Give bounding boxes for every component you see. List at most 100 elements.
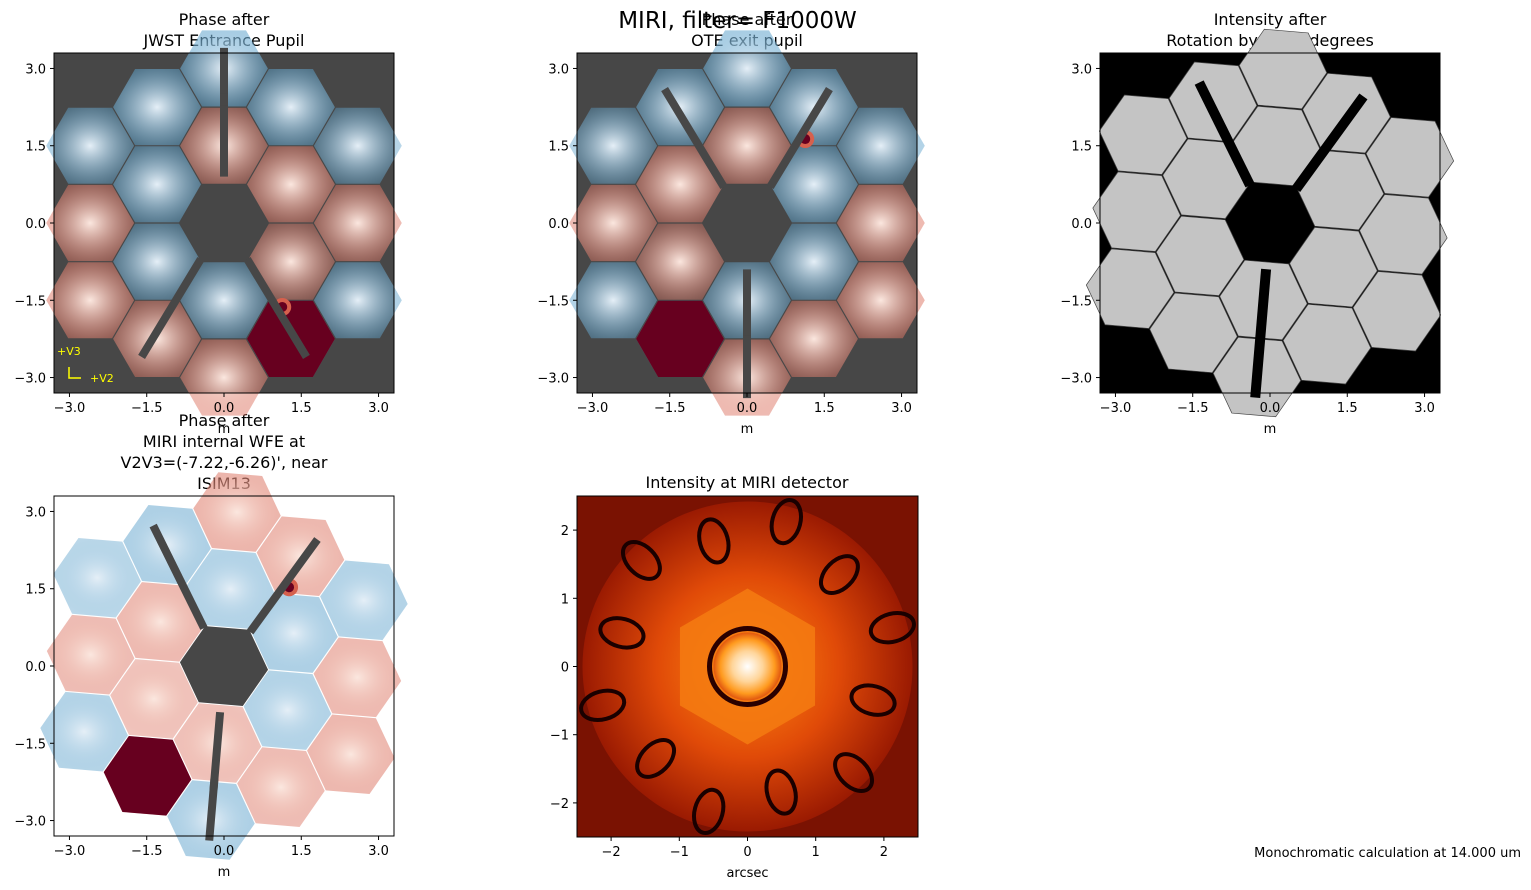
psf-dark-fringe bbox=[849, 683, 897, 717]
strut-left bbox=[149, 523, 208, 630]
v2v3-axes-marker bbox=[68, 367, 81, 379]
footnote: Monochromatic calculation at 14.000 um bbox=[1254, 846, 1521, 861]
psf-dark-fringe bbox=[598, 616, 646, 650]
mirror-segment bbox=[46, 107, 135, 184]
mirror-segment bbox=[113, 223, 201, 300]
x-tick-label: 1.5 bbox=[814, 401, 835, 416]
strut-left bbox=[661, 86, 728, 190]
mirror-segment bbox=[1155, 215, 1245, 297]
wrapped-phase-segment bbox=[636, 300, 724, 377]
central-obscuration bbox=[179, 626, 269, 707]
y-tick-label: −1.5 bbox=[537, 294, 569, 309]
panel2-title-line1: Phase after bbox=[701, 10, 793, 29]
vertical-strut bbox=[205, 711, 225, 841]
mirror-segment bbox=[186, 549, 275, 629]
psf-dark-fringe bbox=[697, 517, 731, 565]
x-tick-label: −3.0 bbox=[54, 401, 86, 416]
mirror-segment bbox=[836, 107, 925, 184]
mirror-segment bbox=[46, 614, 135, 695]
mirror-segment bbox=[46, 184, 135, 262]
y-tick-label: 0.0 bbox=[25, 660, 46, 675]
x-tick-label: −1.5 bbox=[131, 401, 163, 416]
y-tick-label: 3.0 bbox=[1071, 62, 1092, 77]
panel4-miri-wfe-phase: −3.0 −3.0 −1.5 −1.5 0.0 0.0 1.5 1.5 3.0 3.0 m bbox=[14, 472, 408, 880]
strut-right bbox=[246, 537, 321, 635]
mirror-segment bbox=[703, 107, 791, 184]
mirror-segment bbox=[116, 582, 205, 662]
strut-bracket bbox=[743, 335, 751, 348]
mirror-segment bbox=[770, 300, 858, 377]
x-tick-label: −3.0 bbox=[577, 401, 609, 416]
strut-bracket bbox=[1255, 334, 1265, 348]
panel4-title-line2: MIRI internal WFE at bbox=[142, 432, 306, 451]
mirror-segment bbox=[313, 184, 402, 262]
mirror-segment bbox=[1282, 303, 1372, 385]
mirror-segment bbox=[569, 262, 658, 339]
x-tick-label: −1.5 bbox=[654, 401, 686, 416]
x-tick-label: 2 bbox=[880, 845, 888, 860]
mirror-segment bbox=[703, 30, 791, 107]
v2-axis-label: +V2 bbox=[90, 372, 114, 385]
y-tick-label: 3.0 bbox=[25, 505, 46, 520]
mirror-segment bbox=[770, 223, 858, 300]
mirror-segment bbox=[1352, 271, 1442, 352]
mirror-segment bbox=[250, 593, 338, 673]
mirror-segment bbox=[1238, 28, 1328, 110]
x-tick-label: 3.0 bbox=[368, 401, 389, 416]
x-tick-label: 3.0 bbox=[368, 844, 389, 859]
x-axis-label: m bbox=[218, 422, 231, 437]
mirror-segment bbox=[243, 670, 332, 750]
mirror-segment bbox=[1092, 171, 1181, 252]
x-axis-label: m bbox=[741, 422, 754, 437]
mirror-segment bbox=[320, 560, 408, 641]
mirror-segment bbox=[836, 184, 925, 262]
vertical-strut bbox=[1250, 268, 1272, 398]
mirror-segment bbox=[1289, 227, 1378, 308]
panel3-rotated-intensity: −3.0 −3.0 −1.5 −1.5 0.0 0.0 1.5 1.5 3.0 3.0 m bbox=[1060, 28, 1455, 437]
y-tick-label: −3.0 bbox=[14, 372, 46, 387]
y-tick-label: 2 bbox=[561, 524, 569, 539]
y-tick-label: 0.0 bbox=[1071, 217, 1092, 232]
x-tick-label: 0.0 bbox=[737, 401, 758, 416]
panel4-title-line3: V2V3=(-7.22,-6.26)', near bbox=[120, 453, 328, 472]
y-tick-label: 1.5 bbox=[25, 140, 46, 155]
figure-suptitle: MIRI, filter= F1000W bbox=[618, 8, 857, 34]
y-tick-label: 3.0 bbox=[548, 62, 569, 77]
x-tick-label: 1 bbox=[812, 845, 820, 860]
psf-dark-fringe bbox=[868, 611, 916, 645]
psf-dark-fringe bbox=[635, 737, 677, 779]
y-tick-label: 1.5 bbox=[1071, 140, 1092, 155]
y-tick-label: −1.5 bbox=[1060, 294, 1092, 309]
mirror-segment bbox=[247, 223, 335, 300]
y-tick-label: −1.5 bbox=[14, 294, 46, 309]
mirror-segment bbox=[193, 472, 281, 552]
y-tick-label: −3.0 bbox=[14, 815, 46, 830]
y-tick-label: 1.5 bbox=[25, 583, 46, 598]
pupil-group bbox=[46, 30, 402, 416]
mirror-segment bbox=[636, 146, 724, 223]
mirror-segment bbox=[46, 262, 135, 339]
x-tick-label: 0 bbox=[743, 845, 751, 860]
x-tick-label: 1.5 bbox=[1337, 401, 1358, 416]
x-tick-label: −2 bbox=[602, 845, 621, 860]
x-axis-label: arcsec bbox=[726, 866, 768, 881]
panel5-miri-detector-psf: −2 −2 −1 −1 0 0 1 1 2 2 arcsec bbox=[550, 495, 919, 881]
panel2-ote-exit-pupil-phase: −3.0 −3.0 −1.5 −1.5 0.0 0.0 1.5 1.5 3.0 3.0 m bbox=[537, 30, 925, 437]
y-tick-label: 1.5 bbox=[548, 140, 569, 155]
panel5-title: Intensity at MIRI detector bbox=[577, 472, 917, 493]
mirror-segment bbox=[40, 691, 128, 772]
y-tick-label: −1.5 bbox=[14, 737, 46, 752]
x-tick-label: 1.5 bbox=[291, 844, 312, 859]
x-tick-label: −3.0 bbox=[54, 844, 86, 859]
strut-right bbox=[766, 86, 833, 190]
y-tick-label: −3.0 bbox=[1060, 372, 1092, 387]
x-axis-label: m bbox=[218, 865, 231, 880]
y-tick-label: 0.0 bbox=[548, 217, 569, 232]
pupil-group bbox=[1085, 28, 1455, 418]
mirror-segment bbox=[569, 107, 658, 184]
mirror-segment bbox=[770, 146, 858, 223]
psf-dark-fringe bbox=[764, 768, 798, 816]
strut-bracket bbox=[220, 93, 228, 106]
x-tick-label: 0.0 bbox=[214, 401, 235, 416]
x-tick-label: 3.0 bbox=[1414, 401, 1435, 416]
